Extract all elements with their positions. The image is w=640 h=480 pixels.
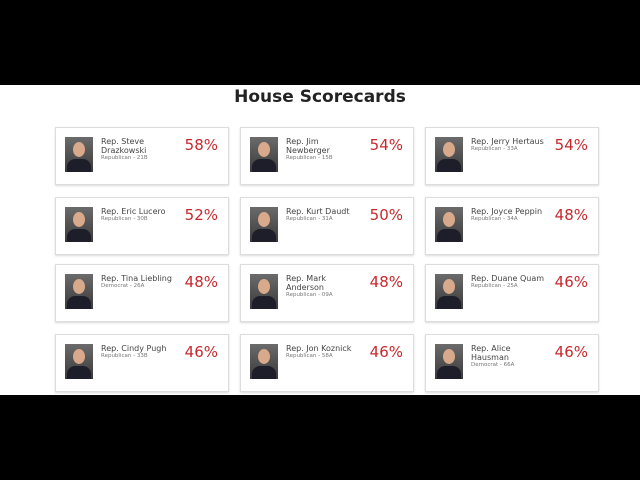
score: 52% [184,206,218,224]
page-title: House Scorecards [234,87,406,107]
score: 48% [369,273,403,291]
score: 48% [184,273,218,291]
scorecard[interactable]: Rep. Tina Liebling Democrat - 26A 48% [55,264,229,322]
photo-body [437,296,461,309]
name-block: Rep. Steve Drazkowski Republican - 21B [101,137,179,162]
photo-face [258,349,270,364]
photo [435,207,463,242]
photo [250,207,278,242]
photo-face [443,142,455,157]
scorecard[interactable]: Rep. Kurt Daudt Republican - 31A 50% [240,197,414,255]
name-block: Rep. Alice Hausman Democrat - 66A [471,344,549,369]
score: 50% [369,206,403,224]
scorecard[interactable]: Rep. Jon Koznick Republican - 58A 46% [240,334,414,392]
name-block: Rep. Kurt Daudt Republican - 31A [286,207,364,223]
photo [250,344,278,379]
photo-body [437,229,461,242]
photo-face [443,212,455,227]
photo [65,344,93,379]
photo-face [443,349,455,364]
name-block: Rep. Jerry Hertaus Republican - 33A [471,137,549,153]
photo [250,274,278,309]
photo-face [73,349,85,364]
scorecard[interactable]: Rep. Joyce Peppin Republican - 34A 48% [425,197,599,255]
name-block: Rep. Mark Anderson Republican - 09A [286,274,364,299]
photo-face [73,212,85,227]
scorecard[interactable]: Rep. Jim Newberger Republican - 15B 54% [240,127,414,185]
rep-name: Rep. Kurt Daudt [286,207,350,216]
name-block: Rep. Cindy Pugh Republican - 33B [101,344,179,360]
party-district: Republican - 09A [286,292,333,298]
page: House Scorecards Rep. Steve Drazkowski Re… [0,85,640,395]
scorecard[interactable]: Rep. Eric Lucero Republican - 30B 52% [55,197,229,255]
photo [250,137,278,172]
name-block: Rep. Duane Quam Republican - 25A [471,274,549,290]
photo-body [67,229,91,242]
photo-face [73,142,85,157]
party-district: Republican - 31A [286,216,333,222]
rep-name: Rep. Jerry Hertaus [471,137,544,146]
photo [435,274,463,309]
name-block: Rep. Joyce Peppin Republican - 34A [471,207,549,223]
scorecard[interactable]: Rep. Jerry Hertaus Republican - 33A 54% [425,127,599,185]
photo-body [437,159,461,172]
score: 46% [554,343,588,361]
photo-face [73,279,85,294]
name-block: Rep. Jim Newberger Republican - 15B [286,137,364,162]
scorecard[interactable]: Rep. Alice Hausman Democrat - 66A 46% [425,334,599,392]
party-district: Republican - 30B [101,216,148,222]
photo-face [258,142,270,157]
photo-body [252,296,276,309]
rep-name: Rep. Eric Lucero [101,207,166,216]
party-district: Democrat - 66A [471,362,515,368]
rep-name: Rep. Cindy Pugh [101,344,167,353]
party-district: Republican - 21B [101,155,148,161]
scorecard[interactable]: Rep. Steve Drazkowski Republican - 21B 58% [55,127,229,185]
photo-body [67,159,91,172]
scorecard[interactable]: Rep. Cindy Pugh Republican - 33B 46% [55,334,229,392]
party-district: Republican - 25A [471,283,518,289]
photo [435,137,463,172]
photo [435,344,463,379]
party-district: Democrat - 26A [101,283,145,289]
photo-body [252,229,276,242]
rep-name: Rep. Joyce Peppin [471,207,543,216]
photo-face [443,279,455,294]
rep-name: Rep. Tina Liebling [101,274,172,283]
photo-face [258,279,270,294]
photo-body [252,159,276,172]
party-district: Republican - 33A [471,146,518,152]
photo-body [252,366,276,379]
rep-name: Rep. Jim Newberger [286,137,330,155]
scorecard[interactable]: Rep. Mark Anderson Republican - 09A 48% [240,264,414,322]
scorecard[interactable]: Rep. Duane Quam Republican - 25A 46% [425,264,599,322]
score: 48% [554,206,588,224]
party-district: Republican - 58A [286,353,333,359]
score: 46% [184,343,218,361]
score: 46% [554,273,588,291]
name-block: Rep. Tina Liebling Democrat - 26A [101,274,179,290]
photo-body [67,296,91,309]
score: 58% [184,136,218,154]
rep-name: Rep. Jon Koznick [286,344,352,353]
party-district: Republican - 34A [471,216,518,222]
party-district: Republican - 15B [286,155,333,161]
party-district: Republican - 33B [101,353,148,359]
score: 54% [554,136,588,154]
name-block: Rep. Jon Koznick Republican - 58A [286,344,364,360]
rep-name: Rep. Steve Drazkowski [101,137,147,155]
rep-name: Rep. Duane Quam [471,274,545,283]
name-block: Rep. Eric Lucero Republican - 30B [101,207,179,223]
photo [65,207,93,242]
photo [65,137,93,172]
rep-name: Rep. Alice Hausman [471,344,511,362]
score: 46% [369,343,403,361]
score: 54% [369,136,403,154]
photo-body [437,366,461,379]
photo-body [67,366,91,379]
rep-name: Rep. Mark Anderson [286,274,327,292]
photo-face [258,212,270,227]
photo [65,274,93,309]
